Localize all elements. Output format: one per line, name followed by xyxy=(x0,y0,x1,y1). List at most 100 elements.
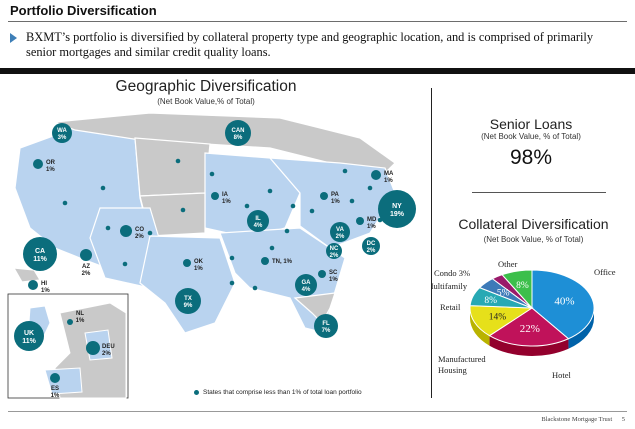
marker-label-il: IL xyxy=(255,216,261,222)
marker-label-es: ES xyxy=(51,386,59,392)
small-state-dot xyxy=(267,188,273,194)
pie-slice-office xyxy=(531,269,595,340)
marker-label-ca: CA xyxy=(35,248,45,255)
pie-label-office: 40% xyxy=(554,296,574,308)
legend-text: States that comprise less than 1% of tot… xyxy=(203,389,362,396)
footer: Blackstone Mortgage Trust 5 xyxy=(541,416,625,423)
footer-divider xyxy=(8,411,627,412)
senior-title: Senior Loans xyxy=(489,116,573,132)
marker-tn xyxy=(261,257,269,265)
marker-hi xyxy=(28,280,38,290)
senior-subtitle: (Net Book Value, % of Total) xyxy=(481,132,581,141)
marker-ca xyxy=(23,237,57,271)
vertical-divider xyxy=(431,88,432,398)
marker-ny xyxy=(378,190,416,228)
pie-slice-hotel xyxy=(488,307,570,347)
geo-title: Geographic Diversification xyxy=(115,78,297,95)
marker-label-fl: FL xyxy=(322,321,330,327)
map-hawaii xyxy=(12,267,41,283)
small-state-dot xyxy=(290,203,296,209)
marker-value-ok: 1% xyxy=(194,266,203,272)
marker-value-es: 1% xyxy=(51,393,60,399)
marker-co xyxy=(120,225,132,237)
small-state-dot xyxy=(105,225,111,231)
marker-label-tx: TX xyxy=(184,296,192,302)
page-title: Portfolio Diversification xyxy=(10,3,157,18)
small-state-dot xyxy=(147,230,153,236)
label-condo: Condo 3% xyxy=(434,268,470,278)
label-manufactured: Manufactured xyxy=(438,354,486,364)
marker-label-wa: WA xyxy=(57,128,67,134)
label-multifamily: Multifamily xyxy=(432,281,468,291)
small-state-dot xyxy=(309,208,315,214)
label-housing: Housing xyxy=(438,365,468,375)
marker-md xyxy=(356,217,364,225)
marker-label-co: CO xyxy=(135,227,144,233)
marker-value-nl: 1% xyxy=(76,318,85,324)
label-hotel: Hotel xyxy=(552,370,572,380)
marker-value-va: 2% xyxy=(336,234,345,240)
map-northcentral xyxy=(134,137,211,197)
marker-ok xyxy=(183,259,191,267)
geo-subtitle: (Net Book Value,% of Total) xyxy=(157,97,255,106)
small-state-dot xyxy=(62,200,68,206)
marker-az xyxy=(80,249,92,261)
summary-text: BXMT’s portfolio is diversified by colla… xyxy=(26,30,594,59)
small-state-dot xyxy=(229,255,235,261)
marker-label-or: OR xyxy=(46,160,56,166)
footer-company: Blackstone Mortgage Trust xyxy=(541,416,613,423)
marker-nl xyxy=(67,319,73,325)
marker-nc xyxy=(326,243,342,259)
marker-label-ok: OK xyxy=(194,259,204,265)
marker-tx xyxy=(175,288,201,314)
marker-ia xyxy=(211,192,219,200)
marker-value-uk: 11% xyxy=(22,338,36,345)
pie-label-other: 8% xyxy=(516,281,529,291)
marker-label-deu: DEU xyxy=(102,344,115,350)
pie-label-manufactured-housing: 14% xyxy=(489,312,507,322)
small-state-dot xyxy=(180,207,186,213)
marker-label-tn: TN, 1% xyxy=(272,259,293,265)
marker-uk xyxy=(14,321,44,351)
marker-pa xyxy=(320,192,328,200)
marker-value-or: 1% xyxy=(46,167,55,173)
marker-label-nl: NL xyxy=(76,311,84,317)
map-texas xyxy=(139,235,236,334)
marker-label-ia: IA xyxy=(222,192,229,198)
collateral-subtitle: (Net Book Value, % of Total) xyxy=(483,235,584,244)
label-retail: Retail xyxy=(440,302,461,312)
footer-page-number: 5 xyxy=(621,416,625,423)
marker-label-ga: GA xyxy=(302,280,312,286)
summary-bullet: BXMT’s portfolio is diversified by colla… xyxy=(10,30,625,60)
marker-fl xyxy=(314,314,338,338)
marker-label-sc: SC xyxy=(329,270,338,276)
marker-value-wa: 3% xyxy=(58,135,67,141)
marker-value-fl: 7% xyxy=(322,328,331,334)
marker-label-ny: NY xyxy=(392,203,402,210)
legend-dot-icon xyxy=(194,390,199,395)
marker-value-md: 1% xyxy=(367,224,376,230)
marker-wa xyxy=(52,123,72,143)
small-state-dot xyxy=(100,185,106,191)
marker-value-il: 4% xyxy=(254,223,263,229)
pie-wall-office xyxy=(568,308,594,349)
marker-label-va: VA xyxy=(336,227,345,233)
small-state-dot xyxy=(269,245,275,251)
marker-or xyxy=(33,159,43,169)
marker-value-pa: 1% xyxy=(331,199,340,205)
marker-value-tx: 9% xyxy=(184,303,193,309)
marker-ma xyxy=(371,170,381,180)
marker-value-ny: 19% xyxy=(390,211,405,218)
collateral-pie-chart: 40%22%14%8%5%8% Other Condo 3% Office Mu… xyxy=(432,259,616,380)
small-state-dot xyxy=(349,198,355,204)
map-northeast xyxy=(268,157,396,249)
marker-label-az: AZ xyxy=(82,264,90,270)
small-state-dot xyxy=(244,203,250,209)
pie-slice-manufactured-housing xyxy=(469,305,534,337)
pie-label-hotel: 22% xyxy=(520,323,540,335)
marker-ga xyxy=(295,274,317,296)
marker-value-sc: 1% xyxy=(329,277,338,283)
pie-label-multifamily: 5% xyxy=(497,288,510,298)
marker-label-dc: DC xyxy=(367,241,376,247)
small-state-dot xyxy=(284,228,290,234)
